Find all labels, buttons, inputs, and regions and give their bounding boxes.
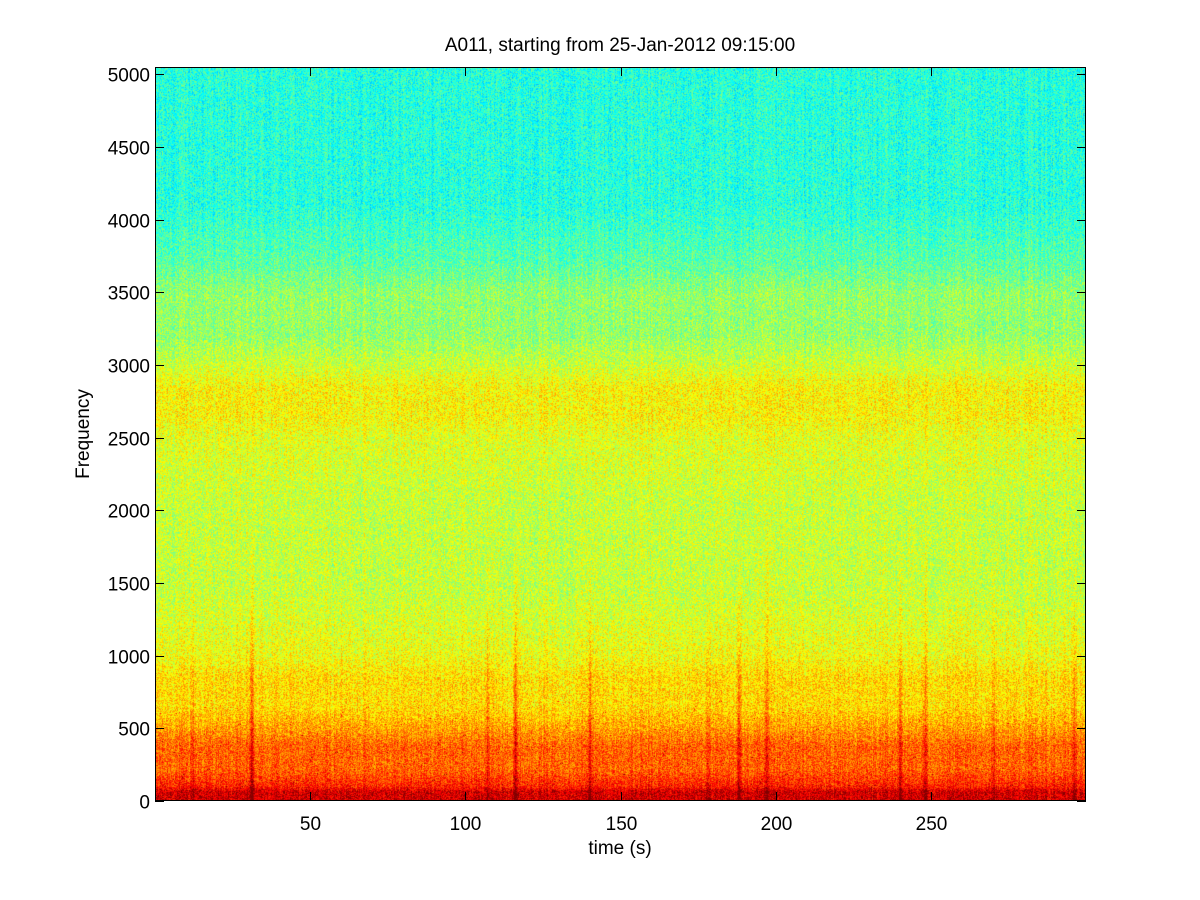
- y-tick-label: 2500: [108, 430, 150, 451]
- x-tick-label: 150: [606, 814, 638, 835]
- y-tick-label: 1500: [108, 575, 150, 596]
- y-tick-label: 500: [118, 720, 150, 741]
- y-tick-label: 4500: [108, 139, 150, 160]
- plot-border: [155, 67, 1086, 801]
- spectrogram-heatmap: [155, 67, 1086, 801]
- x-tick-label: 250: [916, 814, 948, 835]
- y-axis-ticks: 0 500 1000 1500 2000 2500 3000 3500 4000 4500 5000: [108, 66, 1086, 814]
- y-tick-label: 1000: [108, 648, 150, 669]
- y-tick-label: 3000: [108, 357, 150, 378]
- chart-title: A011, starting from 25-Jan-2012 09:15:00: [445, 35, 795, 56]
- x-tick-label: 200: [761, 814, 793, 835]
- y-tick-label: 5000: [108, 66, 150, 87]
- plot-area: [155, 67, 1086, 801]
- x-tick-label: 100: [450, 814, 482, 835]
- y-axis-label: Frequency: [73, 389, 94, 479]
- y-tick-label: 2000: [108, 502, 150, 523]
- x-axis-ticks: 50 100 150 200 250: [300, 67, 947, 835]
- y-tick-label: 4000: [108, 212, 150, 233]
- y-tick-label: 0: [139, 793, 150, 814]
- x-axis-label: time (s): [588, 838, 651, 859]
- x-tick-label: 50: [300, 814, 321, 835]
- y-tick-label: 3500: [108, 284, 150, 305]
